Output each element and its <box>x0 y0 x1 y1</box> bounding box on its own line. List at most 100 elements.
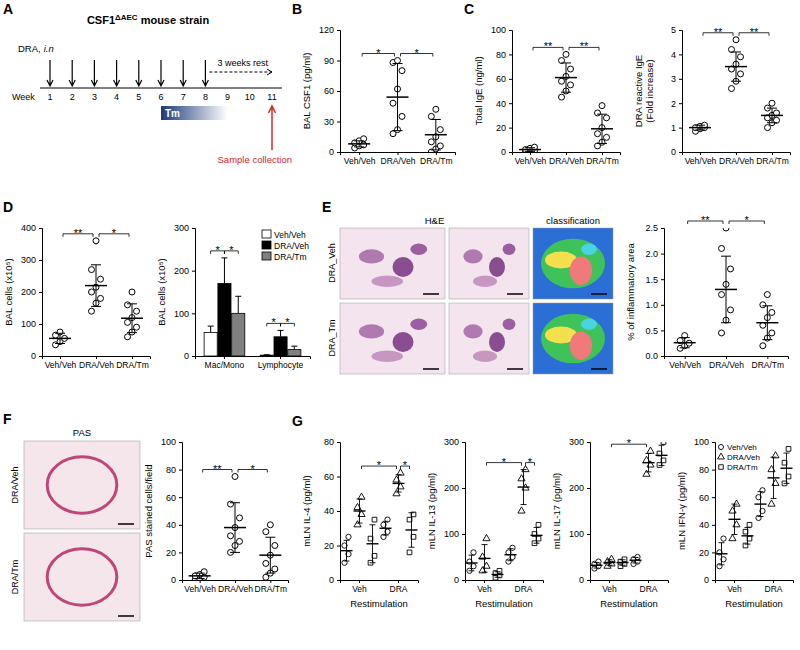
error-bar <box>55 333 65 343</box>
tissue-region <box>359 324 384 338</box>
y-tick-label: 80 <box>324 437 334 447</box>
micrograph <box>24 533 140 621</box>
y-tick: 3 <box>671 74 682 84</box>
chart: 020406080mLN IL-4 (pg/ml)VehDRARestimula… <box>301 437 419 609</box>
x-axis: Veh DRA <box>341 580 419 594</box>
legend-label: Veh/Veh <box>274 230 306 240</box>
x-axis: Veh/VehDRA/VehDRA/Tm <box>665 356 789 370</box>
y-axis-title-line: (Fold increase) <box>644 59 655 122</box>
y-axis-line <box>179 443 183 581</box>
y-tick-label: 0 <box>671 147 676 157</box>
error-bar <box>607 560 613 566</box>
micrograph <box>340 303 445 374</box>
data-point <box>723 228 729 231</box>
y-tick-mark <box>337 546 340 547</box>
error-bar <box>127 304 137 333</box>
y-tick-mark <box>509 128 512 129</box>
y-tick: 200 <box>444 483 465 493</box>
y-tick-mark <box>587 534 590 535</box>
data-point <box>769 100 775 106</box>
x-tick: Veh <box>352 580 367 594</box>
legend-label: DRA/Veh <box>274 241 309 251</box>
x-tick: DRA/Veh <box>719 152 754 166</box>
figure: ACSF1ΔAECmouse strainDRA,i.nWeek12345678… <box>0 0 800 650</box>
data-point <box>719 245 725 251</box>
data-point <box>125 334 131 340</box>
error-bar <box>265 537 275 573</box>
data-point <box>237 538 243 544</box>
data-point <box>518 475 525 481</box>
y-tick: 100 <box>569 529 590 539</box>
x-tick: Veh/Veh <box>184 580 216 594</box>
data-point <box>237 515 243 521</box>
dra-arrow <box>114 60 120 86</box>
data-point <box>232 474 238 480</box>
y-axis-title: mLN IFN-γ (pg/ml) <box>676 472 687 550</box>
x-tick: DRA <box>390 580 408 594</box>
y-tick-label: 80 <box>496 50 506 60</box>
micrograph <box>533 303 613 374</box>
y-tick-mark <box>462 580 465 581</box>
error-bar <box>534 528 540 544</box>
y-tick-label: 0.0 <box>645 351 658 361</box>
panel-letter: C <box>464 1 474 17</box>
y-tick-label: 0 <box>501 147 506 157</box>
x-tick-mark <box>280 356 281 359</box>
x-tick: DRA/Veh <box>709 356 744 370</box>
y-tick-mark <box>179 470 182 471</box>
scale-bar <box>118 523 134 525</box>
week-label: 10 <box>245 92 255 102</box>
y-tick-mark <box>679 30 682 31</box>
y-tick-label: 60 <box>166 493 176 503</box>
sample-label: Sample collection <box>218 154 292 165</box>
x-axis: VehDRA <box>591 580 669 594</box>
y-tick-mark <box>712 552 715 553</box>
y-tick-mark <box>462 442 465 443</box>
x-tick-label: Veh/Veh <box>515 156 547 166</box>
error-bar <box>695 125 705 130</box>
y-tick-label: 20 <box>699 548 709 558</box>
strain-superscript: ΔAEC <box>115 13 138 22</box>
error-bar <box>525 148 535 152</box>
x-tick: Veh <box>727 580 742 594</box>
y-tick: 100 <box>444 529 465 539</box>
bar <box>232 313 245 356</box>
x-tick: Veh/Veh <box>515 152 547 166</box>
y-tick: 0 <box>579 575 590 585</box>
y-tick-mark <box>712 497 715 498</box>
x-tick-mark <box>530 152 531 155</box>
plot-area <box>189 474 282 581</box>
y-tick: 80 <box>699 465 715 475</box>
x-tick-label: DRA <box>515 584 533 594</box>
y-tick-label: 5 <box>671 25 676 35</box>
scale-bar <box>591 293 607 295</box>
data-point <box>604 134 610 140</box>
x-tick-label: Veh/Veh <box>344 156 376 166</box>
significance-label: * <box>112 227 117 239</box>
y-axis-line <box>462 443 466 581</box>
x-tick-mark <box>270 580 271 583</box>
y-tick-label: 200 <box>569 483 584 493</box>
y-tick-mark <box>509 54 512 55</box>
y-tick: 40 <box>324 506 340 516</box>
data-point <box>395 58 401 64</box>
error-bar <box>719 543 725 565</box>
x-tick-label: Veh <box>352 584 367 594</box>
x-tick-label: DRA/Tm <box>756 156 789 166</box>
y-tick-mark <box>39 356 42 357</box>
y-axis-line <box>661 229 665 357</box>
y-tick: 200 <box>569 483 590 493</box>
data-point <box>768 465 775 471</box>
y-tick: 4 <box>671 50 682 60</box>
scale-bar <box>423 293 439 295</box>
y-tick: 0 <box>501 147 512 157</box>
significance-label: * <box>285 316 290 328</box>
plot-area <box>689 37 783 135</box>
y-tick-mark <box>337 580 340 581</box>
data-point <box>733 521 740 527</box>
y-tick: 40 <box>496 99 512 109</box>
y-tick-label: 0 <box>184 351 189 361</box>
plot-area <box>674 228 779 351</box>
image-row-label: DRA/Veh <box>10 466 20 503</box>
y-tick: 60 <box>166 493 182 503</box>
